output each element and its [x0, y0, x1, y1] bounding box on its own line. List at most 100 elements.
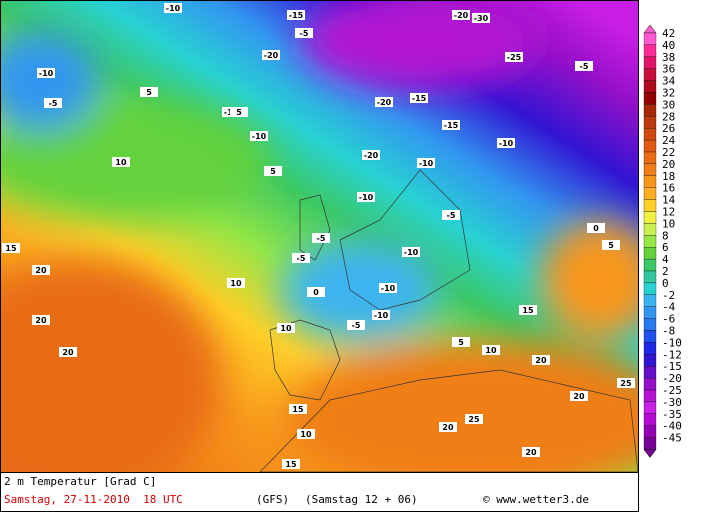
map-label: -10 [379, 283, 397, 293]
map-label-text: 15 [5, 244, 17, 253]
map-label-box [375, 97, 393, 107]
map-label: 5 [230, 107, 248, 117]
map-label-box [442, 210, 460, 220]
map-label: -10 [402, 247, 420, 257]
map-label-text: -15 [412, 94, 427, 103]
map-label: -10 [37, 68, 55, 78]
colorbar-cell [643, 235, 657, 248]
map-label-text: -25 [507, 53, 522, 62]
map-label-text: -5 [447, 211, 456, 220]
colorbar-cell [643, 44, 657, 57]
map-label: 5 [602, 240, 620, 250]
map-label-box [522, 447, 540, 457]
map-label-text: 0 [313, 288, 319, 297]
colorbar-label: 8 [662, 229, 669, 242]
map-label-box [37, 68, 55, 78]
colorbar-cell [643, 306, 657, 319]
colorbar-cell [643, 211, 657, 224]
colorbar-cell [643, 282, 657, 295]
map-label-box [264, 166, 282, 176]
footer-model: (GFS) [256, 493, 289, 506]
colorbar-cell [643, 175, 657, 188]
colorbar-cell [643, 377, 657, 391]
colorbar-cell [643, 223, 657, 236]
map-label-box [472, 13, 490, 23]
map-label-box [439, 422, 457, 432]
map-label: 25 [617, 378, 635, 388]
map-label-box [575, 61, 593, 71]
map-label-box [140, 87, 158, 97]
colorbar-cell [643, 56, 657, 69]
map-label: 15 [2, 243, 20, 253]
map-label-box [112, 157, 130, 167]
colorbar-cell [643, 330, 657, 343]
map-label-text: -10 [404, 248, 419, 257]
colorbar-label: 40 [662, 39, 675, 52]
map-label: 20 [439, 422, 457, 432]
map-label: -5 [44, 98, 62, 108]
map-label-text: 15 [285, 460, 297, 469]
colorbar-cell [643, 354, 657, 367]
map-label-box [59, 347, 77, 357]
map-label-text: 20 [62, 348, 74, 357]
map-label: -10 [357, 192, 375, 202]
map-label-box [452, 10, 470, 20]
footer-title: 2 m Temperatur [Grad C] [4, 475, 156, 488]
colorbar-cell [643, 68, 657, 81]
colorbar-cell [643, 139, 657, 153]
map-label: -20 [452, 10, 470, 20]
map-label-text: 0 [593, 224, 599, 233]
map-label-box [307, 287, 325, 297]
colorbar-label: 6 [662, 241, 669, 254]
colorbar-label: -2 [662, 289, 675, 302]
map-label: -10 [164, 3, 182, 13]
colorbar-cell [643, 401, 657, 414]
colorbar-label: 34 [662, 75, 676, 88]
colorbar-label: 16 [662, 182, 675, 195]
map-label: 10 [112, 157, 130, 167]
colorbar-label: -35 [662, 408, 682, 421]
map-label: -5 [312, 233, 330, 243]
map-label: -5 [442, 210, 460, 220]
map-label-box [227, 278, 245, 288]
map-label-box [442, 120, 460, 130]
map-label-box [482, 345, 500, 355]
colorbar-label: -15 [662, 360, 682, 373]
map-label-text: 5 [270, 167, 276, 176]
map-label-text: -15 [289, 11, 304, 20]
map-label-text: 20 [35, 266, 47, 275]
map-label: 25 [465, 414, 483, 424]
colorbar-label: 18 [662, 170, 675, 183]
map-label: 20 [32, 315, 50, 325]
map-label: 0 [587, 223, 605, 233]
map-label-box [602, 240, 620, 250]
colorbar-cell [643, 92, 657, 105]
map-label: -25 [505, 52, 523, 62]
map-label: 5 [452, 337, 470, 347]
map-label-box [372, 310, 390, 320]
map-label-text: -5 [317, 234, 326, 243]
map-label-box [617, 378, 635, 388]
map-label-box [230, 107, 248, 117]
map-label-box [505, 52, 523, 62]
map-label: 10 [482, 345, 500, 355]
map-label: -20 [362, 150, 380, 160]
map-label-box [250, 131, 268, 141]
colorbar-label: 26 [662, 122, 675, 135]
map-label-box [417, 158, 435, 168]
map-label: 15 [282, 459, 300, 469]
colorbar-label: -25 [662, 384, 682, 397]
colorbar-cell [643, 258, 657, 272]
map-label-box [289, 404, 307, 414]
map-label-text: -10 [499, 139, 514, 148]
map-label: -10 [417, 158, 435, 168]
map-label: 5 [140, 87, 158, 97]
map-label-text: 20 [442, 423, 454, 432]
map-label-text: 20 [35, 316, 47, 325]
map-label-text: -10 [374, 311, 389, 320]
map-label-text: -20 [264, 51, 279, 60]
map-label: -5 [292, 253, 310, 263]
map-label-text: -10 [166, 4, 181, 13]
footer-credit: © www.wetter3.de [483, 493, 589, 506]
colorbar-label: -30 [662, 396, 682, 409]
